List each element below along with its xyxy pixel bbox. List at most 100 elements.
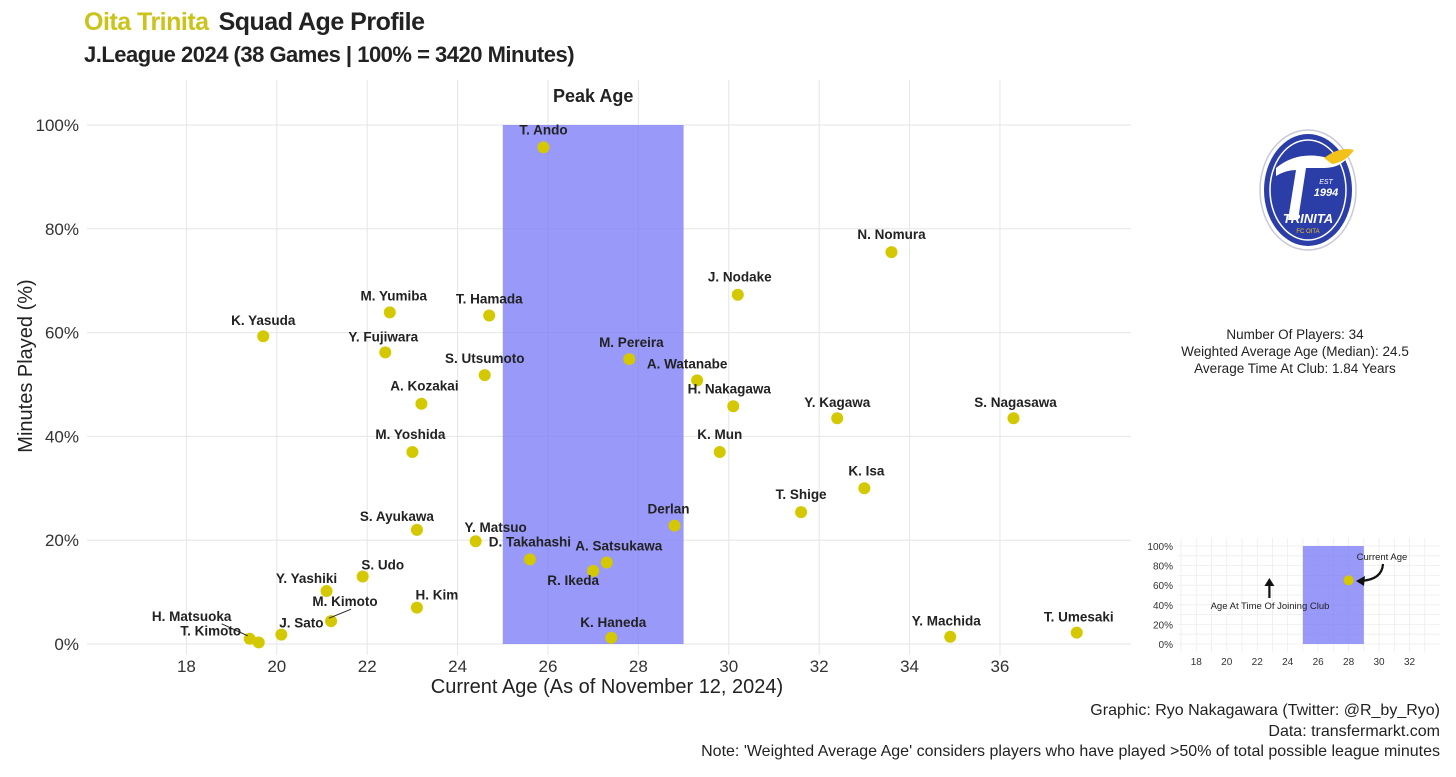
- stat-players: Number Of Players: 34: [1226, 327, 1364, 342]
- y-tick-label: 40%: [45, 427, 79, 446]
- player-label: H. Matsuoka: [152, 609, 232, 624]
- player-label: S. Utsumoto: [445, 351, 525, 366]
- x-tick-label: 26: [539, 657, 558, 676]
- player-point: [668, 519, 681, 532]
- inset-x-tick: 32: [1404, 657, 1416, 668]
- x-tick-label: 36: [990, 657, 1009, 676]
- player-label: S. Nagasawa: [974, 395, 1057, 410]
- player-point: [406, 445, 419, 458]
- player-point: [623, 353, 636, 366]
- player-point: [1070, 626, 1083, 639]
- inset-x-tick: 30: [1374, 657, 1386, 668]
- player-point: [1007, 412, 1020, 425]
- team-name: Oita Trinita: [84, 8, 209, 36]
- player-point: [325, 615, 338, 628]
- peak-age-label: Peak Age: [553, 86, 633, 106]
- logo-est: EST: [1319, 179, 1333, 186]
- inset-x-tick: 22: [1252, 657, 1264, 668]
- club-logo: EST 1994 TRINITA FC OITA: [1258, 128, 1358, 252]
- player-point: [257, 330, 270, 343]
- player-point: [885, 246, 898, 259]
- player-label: H. Kim: [416, 588, 459, 603]
- squad-stats: Number Of Players: 34 Weighted Average A…: [1150, 326, 1440, 377]
- inset-arrowhead: [1264, 578, 1275, 586]
- inset-x-tick: 18: [1191, 657, 1203, 668]
- player-label: K. Isa: [848, 463, 885, 478]
- y-axis-label: Minutes Played (%): [15, 279, 37, 452]
- label-leader: [221, 623, 248, 637]
- credit-note: Note: 'Weighted Average Age' considers p…: [701, 743, 1440, 760]
- y-tick-label: 20%: [45, 531, 79, 550]
- player-point: [691, 374, 704, 387]
- inset-y-tick: 60%: [1153, 581, 1173, 592]
- credit-data: Data: transfermarkt.com: [1268, 722, 1440, 740]
- player-label: T. Kimoto: [180, 623, 241, 638]
- player-point: [415, 397, 428, 410]
- y-tick-label: 80%: [45, 220, 79, 239]
- stat-time-at-club: Average Time At Club: 1.84 Years: [1194, 361, 1396, 376]
- title-text: Squad Age Profile: [218, 8, 425, 36]
- label-leader: [328, 608, 352, 619]
- logo-sub: FC OITA: [1296, 229, 1319, 235]
- inset-joining-label: Age At Time Of Joining Club: [1211, 601, 1330, 612]
- x-tick-label: 30: [719, 657, 738, 676]
- x-tick-label: 20: [267, 657, 286, 676]
- inset-y-tick: 40%: [1153, 601, 1173, 612]
- inset-x-tick: 26: [1313, 657, 1325, 668]
- chart-title: Oita Trinita Squad Age Profile: [84, 8, 425, 37]
- player-point: [383, 306, 396, 319]
- player-label: Y. Matsuo: [465, 520, 527, 535]
- player-point: [605, 631, 618, 644]
- inset-current-age-label: Current Age: [1357, 552, 1408, 563]
- player-point: [483, 309, 496, 322]
- credit-graphic: Graphic: Ryo Nakagawara (Twitter: @R_by_…: [1090, 702, 1440, 719]
- inset-point: [1343, 575, 1354, 586]
- player-point: [600, 556, 613, 569]
- chart-subtitle: J.League 2024 (38 Games | 100% = 3420 Mi…: [84, 42, 575, 67]
- player-label: M. Yumiba: [361, 288, 428, 303]
- player-label: K. Mun: [697, 427, 742, 442]
- player-point: [537, 141, 550, 154]
- inset-y-tick: 0%: [1159, 640, 1174, 651]
- x-tick-label: 24: [448, 657, 467, 676]
- player-label: T. Shige: [776, 487, 827, 502]
- player-label: S. Udo: [361, 558, 404, 573]
- inset-x-tick: 20: [1221, 657, 1233, 668]
- player-label: A. Watanabe: [647, 356, 728, 371]
- player-point: [410, 523, 423, 536]
- player-label: H. Nakagawa: [688, 381, 772, 396]
- player-point: [469, 535, 482, 548]
- inset-y-tick: 80%: [1153, 562, 1173, 573]
- x-tick-label: 22: [358, 657, 377, 676]
- player-label: Y. Fujiwara: [348, 329, 418, 344]
- inset-arrowhead: [1356, 576, 1365, 586]
- player-point: [727, 400, 740, 413]
- stat-weighted-age: Weighted Average Age (Median): 24.5: [1181, 344, 1409, 359]
- logo-year: 1994: [1314, 187, 1338, 199]
- player-label: A. Satsukawa: [575, 539, 663, 554]
- player-point: [944, 630, 957, 643]
- player-label: J. Nodake: [708, 270, 772, 285]
- player-label: R. Ikeda: [547, 573, 599, 588]
- credits: Graphic: Ryo Nakagawara (Twitter: @R_by_…: [701, 701, 1440, 763]
- player-label: Y. Kagawa: [804, 395, 871, 410]
- player-label: K. Haneda: [580, 615, 647, 630]
- inset-x-tick: 28: [1343, 657, 1355, 668]
- player-label: Y. Machida: [912, 614, 982, 629]
- player-label: Derlan: [648, 502, 690, 517]
- player-point: [356, 570, 369, 583]
- player-label: T. Umesaki: [1044, 610, 1114, 625]
- player-point: [713, 445, 726, 458]
- player-label: J. Sato: [279, 616, 323, 631]
- x-tick-label: 34: [900, 657, 919, 676]
- player-label: A. Kozakai: [390, 379, 458, 394]
- logo-name: TRINITA: [1283, 211, 1333, 226]
- player-label: S. Ayukawa: [360, 509, 435, 524]
- player-point: [795, 506, 808, 519]
- y-tick-label: 0%: [54, 635, 79, 654]
- player-point: [731, 288, 744, 301]
- inset-y-tick: 20%: [1153, 620, 1173, 631]
- player-label: M. Pereira: [599, 335, 664, 350]
- player-label: T. Ando: [519, 122, 567, 137]
